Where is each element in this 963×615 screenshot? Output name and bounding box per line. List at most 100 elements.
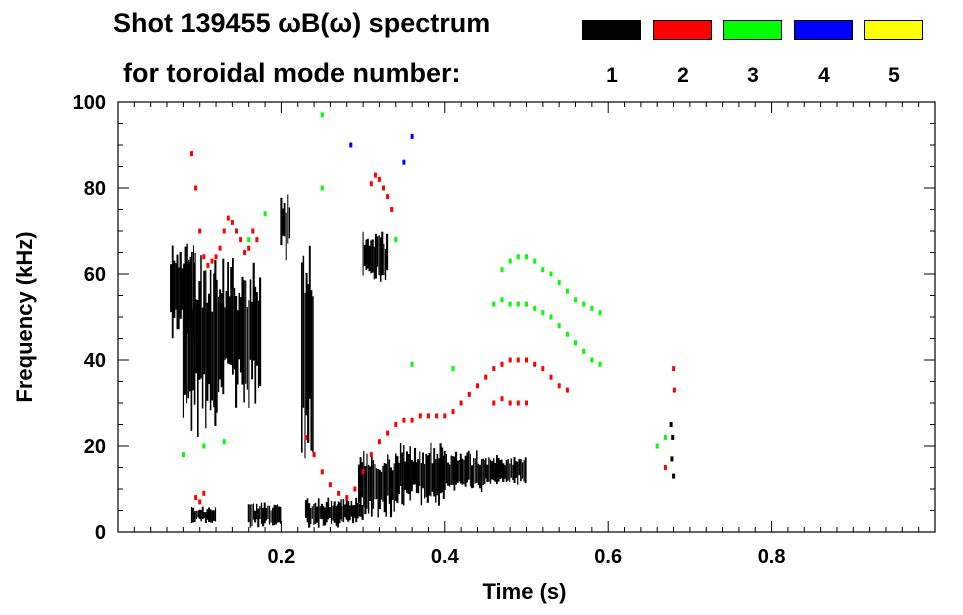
data-point — [500, 297, 504, 303]
data-point — [533, 305, 537, 311]
data-point — [373, 172, 377, 178]
data-point — [557, 323, 561, 329]
data-point — [190, 151, 193, 157]
data-point — [565, 331, 569, 337]
y-tick-label: 0 — [95, 522, 106, 544]
data-point — [451, 366, 455, 372]
data-point — [525, 400, 528, 406]
data-point — [525, 301, 528, 307]
data-point — [565, 288, 569, 294]
data-point — [382, 185, 385, 191]
data-point — [672, 387, 676, 393]
data-point — [390, 207, 394, 212]
data-point — [557, 383, 561, 389]
data-point — [663, 434, 667, 440]
legend-swatch-mode-5 — [864, 20, 923, 40]
data-point — [320, 112, 324, 118]
y-tick-label: 80 — [84, 178, 106, 200]
data-point — [247, 245, 251, 251]
data-layer — [170, 112, 676, 528]
data-point — [394, 237, 398, 243]
data-point — [451, 409, 455, 415]
y-tick-label: 100 — [73, 92, 106, 114]
legend-label-mode-3: 3 — [747, 64, 759, 87]
data-point — [557, 280, 561, 286]
mode-1-band — [484, 455, 527, 485]
data-point — [500, 267, 504, 273]
data-point — [427, 413, 430, 419]
data-point — [525, 357, 528, 363]
mode-1-band — [362, 231, 389, 282]
mode-1-band — [280, 194, 291, 261]
data-point — [263, 211, 267, 217]
data-point — [655, 443, 659, 449]
data-point — [230, 219, 234, 225]
data-point — [492, 400, 496, 406]
data-point — [222, 439, 226, 445]
y-tick-label: 20 — [84, 436, 106, 458]
data-point — [582, 348, 586, 354]
series-mode-4 — [349, 133, 414, 165]
data-point — [459, 400, 463, 406]
data-point — [312, 452, 316, 458]
data-point — [516, 357, 520, 363]
data-point — [194, 185, 198, 191]
data-point — [235, 228, 238, 234]
data-point — [198, 499, 202, 505]
x-tick-label: 0.2 — [267, 546, 295, 568]
data-point — [328, 482, 332, 488]
data-point — [214, 254, 218, 260]
data-point — [251, 228, 255, 234]
data-point — [377, 176, 381, 182]
data-point — [500, 361, 504, 367]
data-point — [533, 361, 537, 367]
mode-1-band — [395, 442, 445, 506]
mode-1-band — [337, 497, 364, 524]
data-point — [369, 452, 373, 458]
data-point — [574, 297, 577, 303]
data-point — [541, 366, 545, 372]
data-point — [500, 396, 504, 402]
data-point — [247, 237, 251, 243]
data-point — [508, 357, 512, 363]
data-point — [206, 262, 210, 268]
data-point — [394, 422, 398, 427]
legend-label-mode-5: 5 — [888, 64, 900, 87]
legend-swatch-mode-4 — [794, 20, 853, 40]
data-point — [663, 465, 667, 470]
data-point — [337, 490, 341, 496]
data-point — [210, 258, 214, 264]
data-point — [598, 310, 602, 316]
data-point — [590, 305, 594, 311]
data-point — [386, 194, 390, 200]
legend-swatch-mode-2 — [653, 20, 712, 40]
data-point — [243, 250, 247, 255]
data-point — [476, 383, 479, 389]
data-point — [410, 361, 414, 367]
data-point — [516, 254, 520, 260]
data-point — [492, 366, 496, 372]
data-point — [226, 215, 230, 221]
data-point — [443, 413, 447, 419]
series-mode-1 — [170, 194, 676, 528]
mode-1-band — [443, 450, 486, 493]
data-point — [222, 228, 226, 234]
mode-1-band — [358, 450, 395, 518]
data-point — [349, 142, 353, 148]
mode-1-band — [247, 502, 282, 528]
data-point — [239, 237, 243, 243]
mode-1-band — [301, 245, 314, 459]
legend-swatch-mode-1 — [582, 20, 641, 40]
data-point — [541, 267, 545, 273]
data-point — [410, 133, 414, 139]
data-point — [218, 245, 222, 251]
data-point — [304, 434, 308, 440]
data-point — [467, 391, 471, 397]
data-point — [672, 473, 676, 479]
axes-layer: 0 20 40 60 80 100 0.2 0.4 0.6 0.8 Time (s) Frequenc… — [12, 92, 936, 604]
data-point — [672, 366, 676, 372]
data-point — [255, 237, 259, 243]
data-point — [669, 422, 673, 427]
mode-1-band — [219, 257, 262, 408]
